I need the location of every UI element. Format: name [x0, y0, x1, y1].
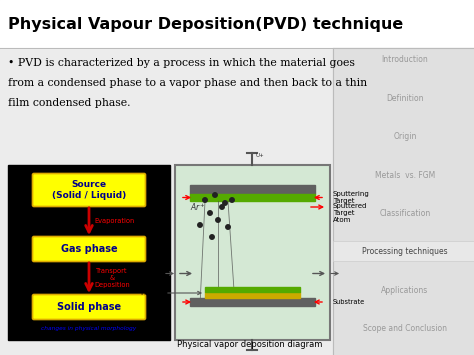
Bar: [0, 0, 474, 48]
Text: • PVD is characterized by a process in which the material goes: • PVD is characterized by a process in w…: [8, 58, 355, 68]
Bar: [205, 292, 300, 298]
Bar: [175, 165, 330, 340]
FancyBboxPatch shape: [33, 236, 146, 262]
FancyBboxPatch shape: [33, 174, 146, 207]
Text: Physical Vapour Deposition(PVD) technique: Physical Vapour Deposition(PVD) techniqu…: [8, 16, 403, 32]
Text: Origin: Origin: [393, 132, 417, 141]
Text: Metals  vs. FGM: Metals vs. FGM: [375, 171, 435, 180]
Ellipse shape: [203, 198, 207, 202]
Text: Physical vapor deposition diagram: Physical vapor deposition diagram: [177, 340, 323, 349]
Bar: [8, 165, 170, 340]
Text: Definition: Definition: [386, 94, 424, 103]
Ellipse shape: [226, 225, 230, 229]
Ellipse shape: [220, 205, 224, 209]
Text: Processing techniques: Processing techniques: [362, 247, 448, 256]
Bar: [333, 48, 474, 355]
Ellipse shape: [223, 201, 227, 205]
Text: Evaporation: Evaporation: [94, 218, 134, 224]
Ellipse shape: [213, 193, 217, 197]
Bar: [190, 298, 315, 306]
Ellipse shape: [210, 235, 214, 239]
Text: Scope and Conclusion: Scope and Conclusion: [363, 324, 447, 333]
Text: Applications: Applications: [382, 286, 428, 295]
Text: Transport
&
Deposition: Transport & Deposition: [94, 268, 130, 288]
Text: Classification: Classification: [379, 209, 430, 218]
Text: Substrate: Substrate: [333, 299, 365, 305]
Text: Introduction: Introduction: [382, 55, 428, 65]
Ellipse shape: [198, 223, 202, 227]
Text: Sputtering
Target: Sputtering Target: [333, 191, 370, 204]
Bar: [205, 287, 300, 292]
Text: from a condensed phase to a vapor phase and then back to a thin: from a condensed phase to a vapor phase …: [8, 78, 367, 88]
Bar: [190, 185, 315, 194]
Text: Sputtering
Gas: Sputtering Gas: [135, 263, 170, 276]
Text: Sputtered
Target
Atom: Sputtered Target Atom: [333, 203, 367, 223]
Text: Thin Film: Thin Film: [140, 290, 170, 296]
Bar: [190, 194, 315, 201]
Bar: [333, 241, 474, 261]
Text: film condensed phase.: film condensed phase.: [8, 98, 130, 108]
Text: U+: U+: [255, 153, 264, 158]
Ellipse shape: [230, 198, 234, 202]
Text: Gas phase: Gas phase: [61, 244, 117, 254]
Text: Solid phase: Solid phase: [57, 302, 121, 312]
Text: changes in physical morphology: changes in physical morphology: [41, 326, 137, 331]
Text: Ar$^+$: Ar$^+$: [190, 201, 206, 213]
Ellipse shape: [216, 218, 220, 222]
FancyBboxPatch shape: [33, 295, 146, 320]
Ellipse shape: [208, 211, 212, 215]
Text: Source
(Solid / Liquid): Source (Solid / Liquid): [52, 180, 126, 200]
